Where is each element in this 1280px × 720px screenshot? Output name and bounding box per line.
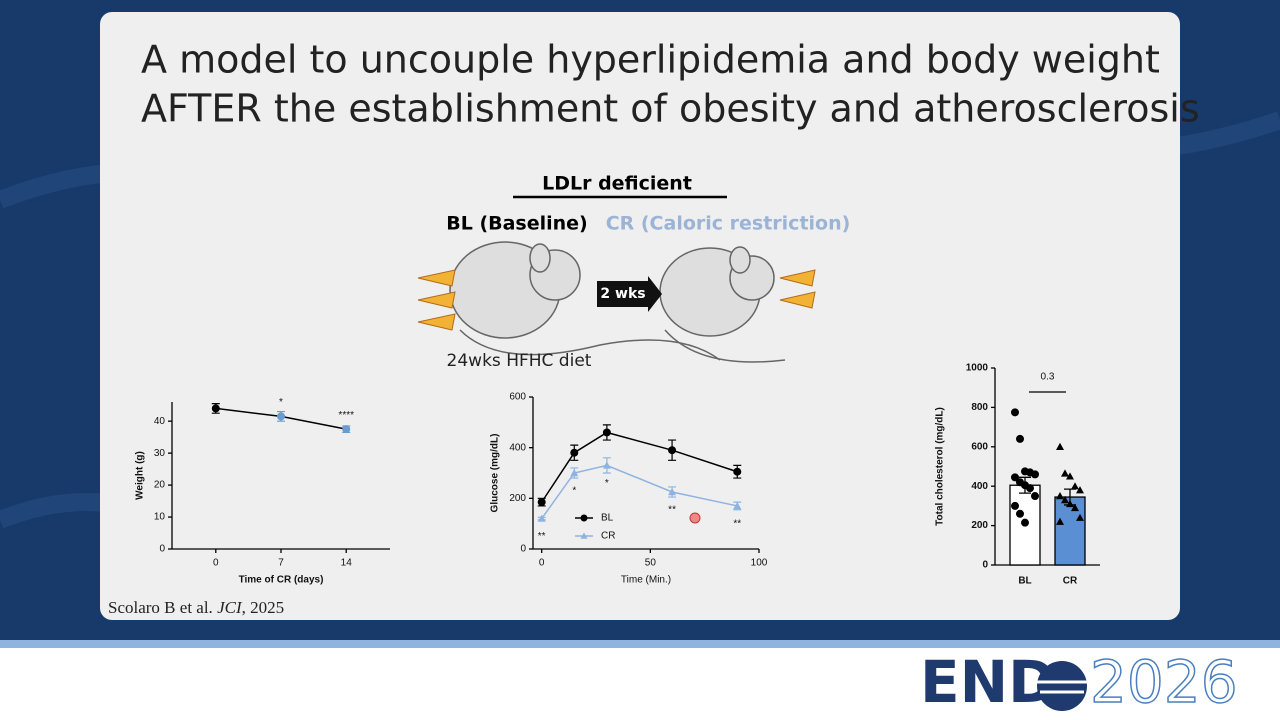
arrow-label: 2 wks xyxy=(600,286,645,302)
marker xyxy=(580,514,588,522)
legend-label: BL xyxy=(601,513,614,524)
group-label: BL (Baseline) xyxy=(446,213,588,235)
y-tick-label: 1000 xyxy=(966,363,989,374)
slide-panel xyxy=(100,12,1180,620)
y-tick-label: 40 xyxy=(154,416,166,427)
y-tick-label: 200 xyxy=(509,493,526,504)
x-tick-label: 0 xyxy=(213,558,219,569)
marker xyxy=(602,461,611,469)
marker xyxy=(1016,509,1024,518)
group-label: CR (Caloric restriction) xyxy=(606,213,851,235)
x-axis-label: Time (Min.) xyxy=(621,575,671,586)
y-tick-label: 800 xyxy=(971,402,988,413)
marker xyxy=(1076,486,1084,494)
bar xyxy=(1054,496,1086,566)
citation: Scolaro B et al. JCI, 2025 xyxy=(108,598,284,617)
y-tick-label: 20 xyxy=(154,480,166,491)
y-tick-label: 0 xyxy=(520,544,526,555)
y-tick-label: 600 xyxy=(509,392,526,403)
annotation: * xyxy=(605,478,609,489)
mouse xyxy=(449,241,786,363)
marker xyxy=(1031,470,1039,479)
marker xyxy=(1071,503,1079,512)
logo-year: 2026 xyxy=(1090,648,1238,716)
x-tick-label: 14 xyxy=(341,558,353,569)
charts: 0 10 20 30 40 Weight (g) 0 7 14 Time of CR (days)… xyxy=(135,363,1100,587)
marker xyxy=(570,448,579,457)
annotation: 0.3 xyxy=(1041,372,1055,383)
footer xyxy=(0,650,1280,720)
marker xyxy=(1031,492,1039,501)
marker xyxy=(342,425,351,434)
marker xyxy=(580,532,588,539)
x-tick-label: 50 xyxy=(645,558,657,569)
y-tick-label: 400 xyxy=(509,442,526,453)
annotation: ** xyxy=(733,519,741,530)
marker xyxy=(537,514,546,522)
y-tick-label: 600 xyxy=(971,441,988,452)
marker xyxy=(1021,518,1029,527)
annotation: * xyxy=(572,486,576,497)
diet-label: 24wks HFHC diet xyxy=(447,351,592,371)
marker xyxy=(1011,408,1019,417)
x-tick-label: CR xyxy=(1063,576,1078,587)
x-tick-label: BL xyxy=(1018,576,1031,587)
y-tick-label: 10 xyxy=(154,512,166,523)
diagram-header: LDLr deficient xyxy=(542,173,692,195)
x-tick-label: 100 xyxy=(751,558,768,569)
y-axis-label: Total cholesterol (mg/dL) xyxy=(935,407,946,526)
diagram: LDLr deficient BL (Baseline) CR (Caloric… xyxy=(417,173,851,371)
marker xyxy=(733,467,742,476)
marker xyxy=(1011,501,1019,510)
marker xyxy=(1056,442,1064,450)
y-axis-label: Weight (g) xyxy=(135,451,146,500)
annotation: ** xyxy=(668,505,676,516)
y-tick-label: 400 xyxy=(971,481,988,492)
title: AFTER the establishment of obesity and a… xyxy=(141,87,1200,131)
cursor xyxy=(689,512,701,524)
marker xyxy=(570,469,579,477)
marker xyxy=(537,498,546,507)
x-tick-label: 7 xyxy=(278,558,284,569)
marker xyxy=(1016,434,1024,443)
marker xyxy=(668,488,677,496)
marker xyxy=(1061,469,1069,477)
marker xyxy=(1056,492,1064,500)
y-axis-label: Glucose (mg/dL) xyxy=(490,434,501,513)
marker xyxy=(1066,499,1074,508)
marker xyxy=(1026,484,1034,493)
y-tick-label: 30 xyxy=(154,448,166,459)
annotation: **** xyxy=(338,410,354,421)
x-axis-label: Time of CR (days) xyxy=(239,575,324,586)
citation-year: , 2025 xyxy=(242,598,285,617)
marker xyxy=(602,428,611,437)
y-tick-label: 200 xyxy=(971,520,988,531)
marker xyxy=(733,501,742,510)
stripe xyxy=(0,640,1280,648)
pizza xyxy=(417,269,816,331)
citation-authors: Scolaro B et al. xyxy=(108,598,213,617)
marker xyxy=(1071,482,1079,490)
marker xyxy=(668,446,677,455)
annotation: ** xyxy=(538,531,546,542)
title: A model to uncouple hyperlipidemia and b… xyxy=(141,38,1160,82)
citation-journal: JCI xyxy=(217,598,243,617)
marker xyxy=(211,404,220,413)
marker xyxy=(1056,517,1064,525)
annotation: * xyxy=(279,397,283,408)
marker xyxy=(1066,472,1074,480)
logo-word: END xyxy=(920,648,1056,716)
marker xyxy=(1011,473,1019,482)
y-tick-label: 0 xyxy=(982,560,988,571)
legend-label: CR xyxy=(601,531,615,542)
logo-globe xyxy=(1037,661,1087,711)
marker xyxy=(1061,495,1069,504)
marker xyxy=(1076,513,1084,521)
x-tick-label: 0 xyxy=(539,558,545,569)
y-tick-label: 0 xyxy=(159,544,165,555)
arrow xyxy=(597,276,662,312)
marker xyxy=(277,412,285,421)
